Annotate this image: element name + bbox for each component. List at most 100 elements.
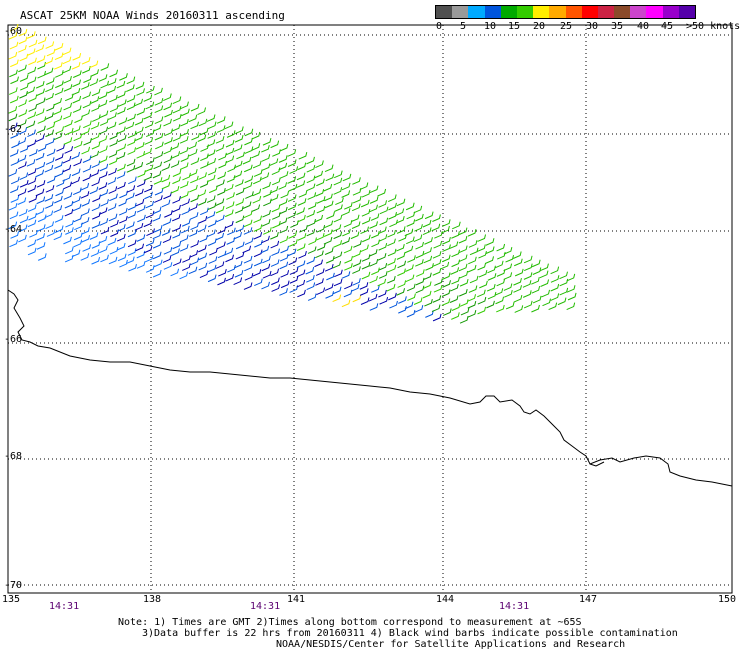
wind-barb xyxy=(154,151,164,159)
wind-barb xyxy=(100,63,110,71)
wind-barb xyxy=(152,124,162,132)
wind-barb xyxy=(388,202,397,211)
wind-barb xyxy=(136,88,145,96)
wind-barb xyxy=(369,185,379,194)
wind-barb xyxy=(334,269,343,278)
wind-barb xyxy=(550,283,560,292)
wind-barb xyxy=(352,266,361,274)
wind-barb xyxy=(306,275,315,283)
wind-barb xyxy=(216,116,226,124)
wind-barb xyxy=(207,167,217,176)
wind-barb xyxy=(163,118,172,127)
wind-barb xyxy=(324,220,334,229)
wind-barb xyxy=(280,245,289,254)
wind-barb xyxy=(432,313,442,322)
wind-barb xyxy=(98,155,108,164)
wind-barb xyxy=(253,258,263,267)
wind-barb xyxy=(262,270,272,279)
wind-barb xyxy=(108,167,117,176)
wind-barb xyxy=(306,156,315,165)
wind-barb xyxy=(278,182,288,190)
wind-barb xyxy=(46,122,56,130)
wind-barb xyxy=(118,198,128,207)
wind-barb xyxy=(215,214,225,223)
wind-barb xyxy=(91,104,100,112)
wind-barb xyxy=(35,152,45,161)
wind-barb xyxy=(89,78,99,87)
wind-barb xyxy=(72,187,82,196)
wind-barb xyxy=(342,228,351,237)
note-line-2: 3)Data buffer is 22 hrs from 20160311 4)… xyxy=(142,628,678,639)
wind-barb xyxy=(55,80,64,89)
wind-barb xyxy=(441,254,451,263)
wind-barb xyxy=(389,219,398,228)
wind-barb xyxy=(477,234,487,242)
wind-barb xyxy=(296,243,306,251)
wind-barb xyxy=(215,261,225,269)
wind-barb xyxy=(91,88,101,97)
wind-barb xyxy=(164,128,173,137)
wind-barb xyxy=(45,129,54,138)
wind-barb xyxy=(413,234,423,242)
wind-barb xyxy=(316,196,326,204)
wind-barb xyxy=(28,39,38,48)
wind-barb xyxy=(29,230,38,238)
latitude-label: -66 xyxy=(4,334,23,345)
wind-barb xyxy=(235,198,245,206)
legend-swatch xyxy=(516,6,534,18)
wind-barb xyxy=(296,180,306,188)
wind-barb xyxy=(198,198,207,206)
wind-barb xyxy=(27,219,37,228)
wind-barb xyxy=(287,194,297,202)
wind-barb xyxy=(126,84,135,92)
wind-barb xyxy=(251,131,261,140)
wind-barb xyxy=(315,233,325,241)
wind-barb xyxy=(343,245,353,254)
wind-barb xyxy=(261,163,271,171)
wind-barb xyxy=(82,173,92,182)
wind-barb xyxy=(71,176,81,185)
wind-barb xyxy=(262,255,271,264)
wind-barb xyxy=(116,171,126,179)
wind-barb xyxy=(261,219,271,227)
wind-barb xyxy=(172,169,182,177)
wind-barb xyxy=(189,229,198,237)
wind-barb xyxy=(98,99,108,108)
wind-barb xyxy=(127,210,137,219)
wind-barb xyxy=(91,178,101,187)
wind-barb xyxy=(127,113,136,122)
wind-barb xyxy=(137,179,146,188)
wind-barb xyxy=(98,91,108,100)
wind-barb xyxy=(9,87,18,95)
wind-barb xyxy=(109,104,119,113)
wind-barb xyxy=(71,249,81,258)
wind-barb xyxy=(388,211,397,220)
wind-barb xyxy=(215,144,225,152)
wind-barb xyxy=(352,195,362,204)
wind-barb xyxy=(55,70,64,78)
wind-barb xyxy=(143,147,153,156)
wind-barb xyxy=(513,278,522,286)
wind-barb xyxy=(449,241,459,249)
wind-barb xyxy=(566,302,576,311)
wind-barb xyxy=(189,203,198,211)
wind-barb xyxy=(296,279,306,288)
wind-barb xyxy=(415,241,424,250)
wind-barb xyxy=(369,303,379,311)
wind-barb xyxy=(252,188,262,197)
wind-barb xyxy=(405,202,415,211)
wind-barb xyxy=(36,97,46,106)
wind-barb xyxy=(90,96,100,104)
wind-barb xyxy=(116,242,126,251)
wind-barb xyxy=(215,205,225,214)
wind-barb xyxy=(395,208,405,216)
wind-barb xyxy=(371,230,380,239)
wind-barb xyxy=(9,149,19,157)
wind-barb xyxy=(53,232,63,241)
wind-barb xyxy=(83,120,92,129)
wind-barb xyxy=(468,285,478,293)
wind-barb xyxy=(117,181,126,190)
wind-barb xyxy=(90,121,100,130)
wind-barb xyxy=(46,148,56,157)
wind-barb xyxy=(522,280,532,288)
